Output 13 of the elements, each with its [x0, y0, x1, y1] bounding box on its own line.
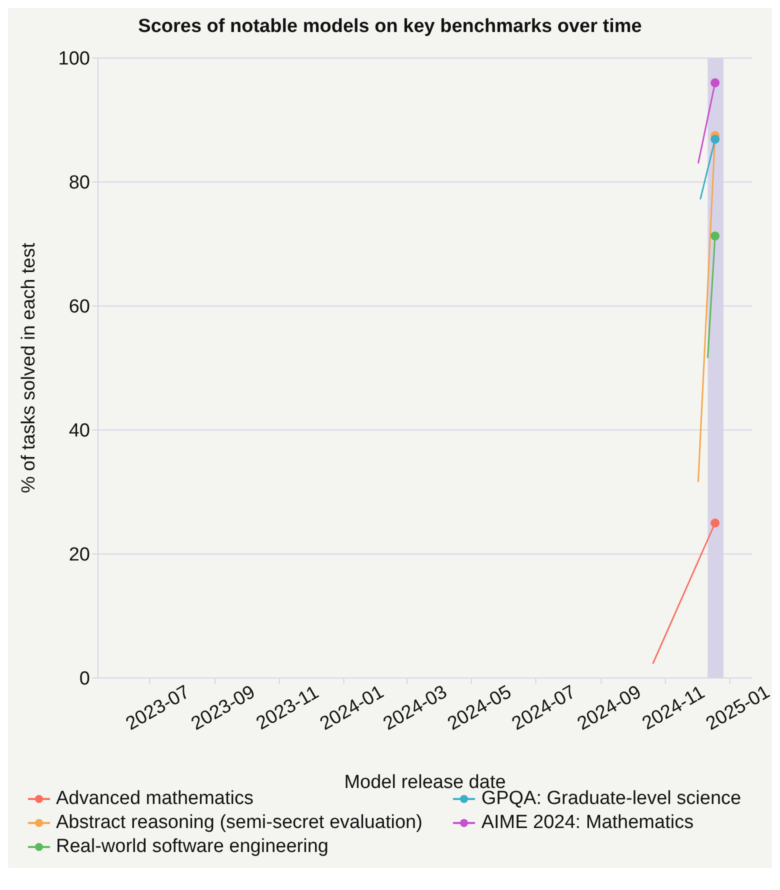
legend-label: GPQA: Graduate-level science [481, 788, 742, 810]
y-tick-label: 60 [68, 296, 90, 318]
chart-title: Scores of notable models on key benchmarks over time [137, 15, 643, 38]
y-tick-label: 80 [68, 172, 90, 194]
legend-label: Advanced mathematics [56, 788, 254, 810]
y-tick-label: 0 [79, 668, 90, 690]
y-tick-label: 100 [58, 48, 90, 70]
y-tick-label: 40 [68, 420, 90, 442]
legend-label: Real-world software engineering [56, 836, 328, 858]
y-tick-label: 20 [68, 544, 90, 566]
y-axis-title: % of tasks solved in each test [18, 242, 40, 494]
legend-label: Abstract reasoning (semi-secret evaluation) [56, 812, 422, 834]
legend-label: AIME 2024: Mathematics [481, 812, 694, 834]
